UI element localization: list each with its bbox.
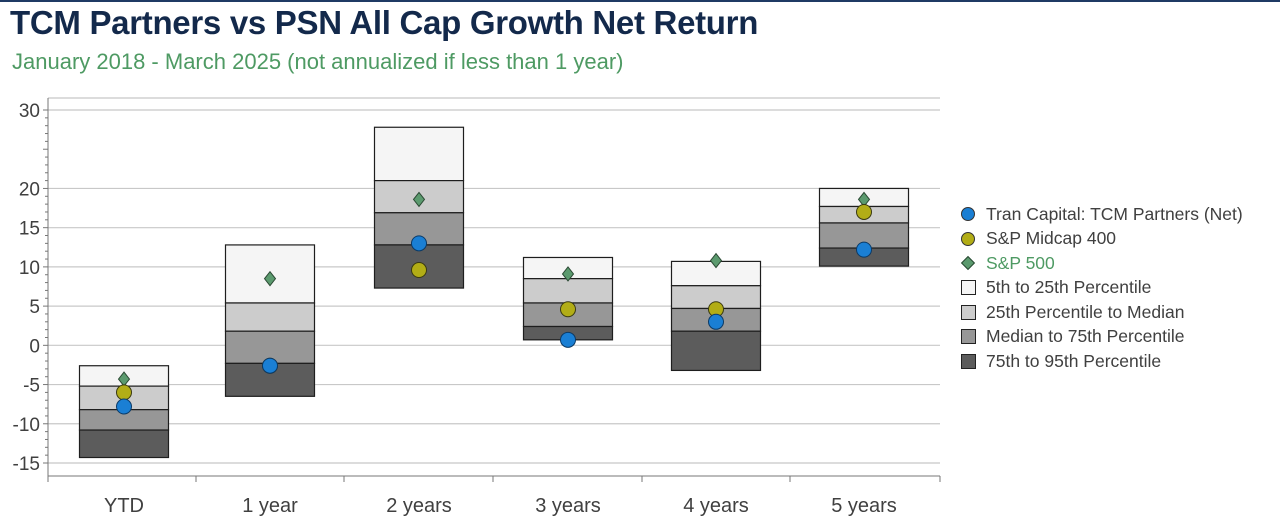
- y-tick-label: 15: [19, 219, 40, 240]
- percentile-band-75-95: [373, 244, 465, 289]
- legend-item: 5th to 25th Percentile: [958, 276, 1243, 301]
- y-tick-label: -10: [13, 415, 40, 436]
- chart-legend: Tran Capital: TCM Partners (Net) S&P Midc…: [958, 202, 1243, 374]
- chart-subtitle: January 2018 - March 2025 (not annualize…: [12, 49, 624, 74]
- midcap-marker: [560, 301, 576, 318]
- legend-item: Tran Capital: TCM Partners (Net): [958, 202, 1243, 227]
- tcm-marker: [708, 313, 724, 330]
- tcm-marker: [262, 357, 278, 374]
- sp500-marker: [412, 191, 426, 208]
- legend-diamond-icon: [958, 253, 978, 273]
- x-tick-label: 2 years: [386, 495, 452, 517]
- legend-item: 75th to 95th Percentile: [958, 349, 1243, 374]
- legend-swatch: [958, 278, 978, 298]
- legend-swatch: [958, 351, 978, 371]
- legend-label: S&P 500: [986, 252, 1055, 273]
- legend-item: S&P Midcap 400: [958, 227, 1243, 252]
- percentile-band-75-95: [670, 330, 762, 372]
- percentile-band-75-95: [78, 429, 170, 459]
- legend-label: S&P Midcap 400: [986, 228, 1117, 249]
- midcap-marker: [411, 262, 427, 279]
- x-tick-label: YTD: [104, 495, 144, 517]
- legend-label: 75th to 95th Percentile: [986, 350, 1162, 371]
- legend-label: Median to 75th Percentile: [986, 326, 1185, 347]
- legend-item: 25th Percentile to Median: [958, 300, 1243, 325]
- midcap-marker: [116, 384, 132, 401]
- x-tick-label: 4 years: [683, 495, 749, 517]
- percentile-band-25-50: [224, 302, 316, 332]
- y-tick-label: 0: [29, 336, 40, 357]
- legend-label: 5th to 25th Percentile: [986, 277, 1152, 298]
- percentile-band-5-25: [373, 126, 465, 182]
- y-tick-label: -15: [13, 454, 40, 475]
- tcm-marker: [411, 235, 427, 252]
- tcm-marker: [116, 398, 132, 415]
- x-tick-label: 5 years: [831, 495, 897, 517]
- legend-label: Tran Capital: TCM Partners (Net): [986, 203, 1243, 224]
- chart-title: TCM Partners vs PSN All Cap Growth Net R…: [10, 4, 759, 41]
- legend-swatch: [958, 327, 978, 347]
- legend-dot-icon: [958, 229, 978, 249]
- percentile-band-25-50: [522, 278, 614, 304]
- sp500-marker: [561, 266, 575, 282]
- y-tick-label: -5: [23, 376, 40, 397]
- sp500-marker: [263, 270, 277, 287]
- tcm-marker: [560, 331, 576, 348]
- legend-label: 25th Percentile to Median: [986, 301, 1185, 322]
- midcap-marker: [856, 203, 872, 220]
- x-tick-label: 1 year: [242, 495, 298, 517]
- y-tick-label: 5: [29, 297, 40, 318]
- legend-item: S&P 500: [958, 251, 1243, 276]
- y-tick-label: 10: [19, 258, 40, 279]
- legend-swatch: [958, 302, 978, 322]
- x-tick-label: 3 years: [535, 495, 601, 517]
- y-tick-label: 30: [19, 101, 40, 122]
- legend-dot-icon: [958, 204, 978, 224]
- tcm-marker: [856, 241, 872, 258]
- y-tick-label: 20: [19, 179, 40, 200]
- top-rule: [0, 0, 1280, 2]
- legend-item: Median to 75th Percentile: [958, 325, 1243, 350]
- sp500-marker: [709, 252, 723, 269]
